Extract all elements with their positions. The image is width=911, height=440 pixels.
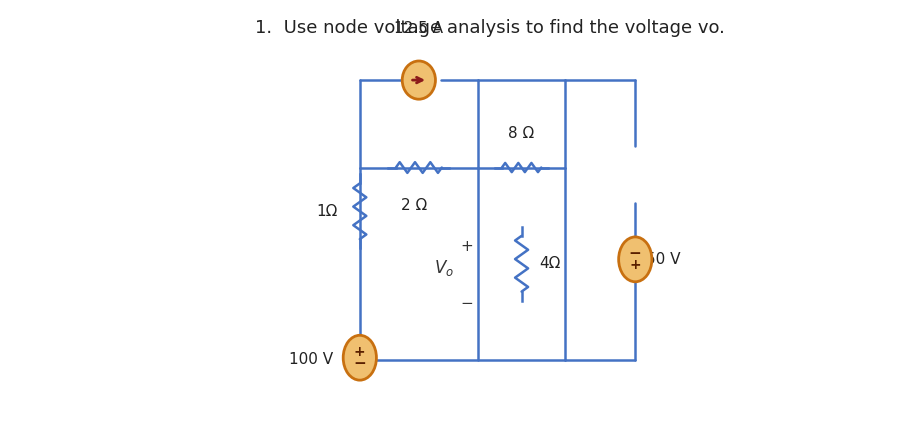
Text: +: + bbox=[460, 239, 473, 254]
Text: 8 Ω: 8 Ω bbox=[508, 126, 534, 141]
Text: 50 V: 50 V bbox=[646, 252, 680, 267]
Text: +: + bbox=[353, 345, 365, 359]
Text: 100 V: 100 V bbox=[289, 352, 333, 367]
Text: −: − bbox=[629, 246, 641, 261]
Text: −: − bbox=[353, 356, 366, 371]
Text: −: − bbox=[460, 296, 473, 311]
Text: 1.  Use node voltage analysis to find the voltage vo.: 1. Use node voltage analysis to find the… bbox=[254, 19, 724, 37]
Text: +: + bbox=[629, 258, 640, 272]
Text: 12.5 A: 12.5 A bbox=[394, 22, 443, 37]
Ellipse shape bbox=[618, 237, 651, 282]
Text: 2 Ω: 2 Ω bbox=[401, 198, 427, 213]
Text: 1Ω: 1Ω bbox=[316, 204, 338, 219]
Text: 4Ω: 4Ω bbox=[538, 256, 560, 271]
Ellipse shape bbox=[343, 335, 376, 380]
Ellipse shape bbox=[402, 61, 435, 99]
Text: $V_o$: $V_o$ bbox=[434, 258, 454, 278]
